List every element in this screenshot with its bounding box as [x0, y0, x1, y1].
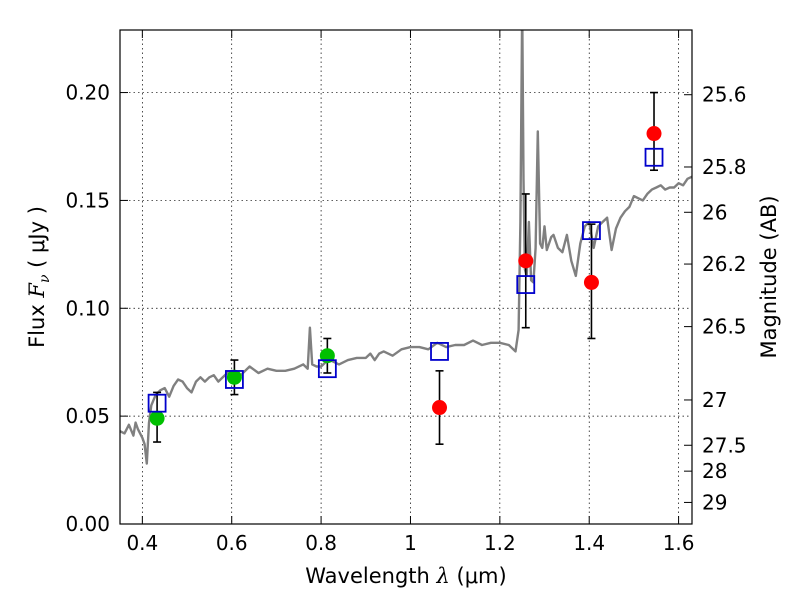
y2-tick-label: 25.6: [702, 83, 747, 107]
data-point: [432, 400, 448, 416]
y2-tick-label: 26: [702, 200, 727, 224]
y-tick-label: 0.15: [65, 188, 110, 212]
model-point: [644, 147, 664, 167]
y2-tick-label: 27.5: [702, 433, 747, 457]
x-tick-label: 0.8: [305, 531, 337, 555]
y-tick-label: 0.05: [65, 404, 110, 428]
y-tick-label: 0.00: [65, 512, 110, 536]
y2-axis-label: Magnitude (AB): [757, 195, 781, 358]
y2-tick-label: 25.8: [702, 155, 747, 179]
y2-tick-label: 29: [702, 490, 727, 514]
grid: [120, 30, 692, 524]
model-point: [430, 342, 449, 361]
data-point: [583, 274, 599, 290]
x-tick-label: 1.6: [663, 531, 695, 555]
x-tick-label: 1.2: [484, 531, 516, 555]
y2-tick-label: 27: [702, 388, 727, 412]
data-point: [226, 369, 242, 385]
data-point: [646, 126, 662, 142]
model-spectrum-line: [120, 30, 692, 465]
model-point: [317, 359, 337, 379]
marker-layer: [147, 126, 664, 426]
y2-tick-label: 26.5: [702, 315, 747, 339]
y-tick-label: 0.10: [65, 296, 110, 320]
x-tick-label: 1: [404, 531, 417, 555]
x-tick-label: 0.6: [216, 531, 248, 555]
model-point: [582, 221, 601, 241]
model-point: [516, 275, 536, 294]
data-point: [518, 253, 534, 269]
x-tick-label: 1.4: [573, 531, 605, 555]
plot-frame: [119, 29, 693, 525]
model-point: [147, 393, 167, 413]
y-tick-label: 0.20: [65, 81, 110, 105]
y2-tick-label: 26.2: [702, 252, 747, 276]
y-axis-label: Flux Fν ( μJy ): [25, 206, 53, 348]
data-layer: [120, 30, 692, 465]
ticks: 0.4 0.6 0.8 1 1.2 1.4 1.6 0.00 0.05 0.10 0.15 0.20 2…: [65, 30, 747, 555]
x-axis-label: Wavelength λ (μm): [305, 564, 506, 588]
data-point: [149, 410, 165, 426]
y2-tick-label: 28: [702, 459, 727, 483]
model-point: [224, 370, 244, 389]
x-tick-label: 0.4: [126, 531, 158, 555]
errorbar-layer: [153, 91, 659, 445]
